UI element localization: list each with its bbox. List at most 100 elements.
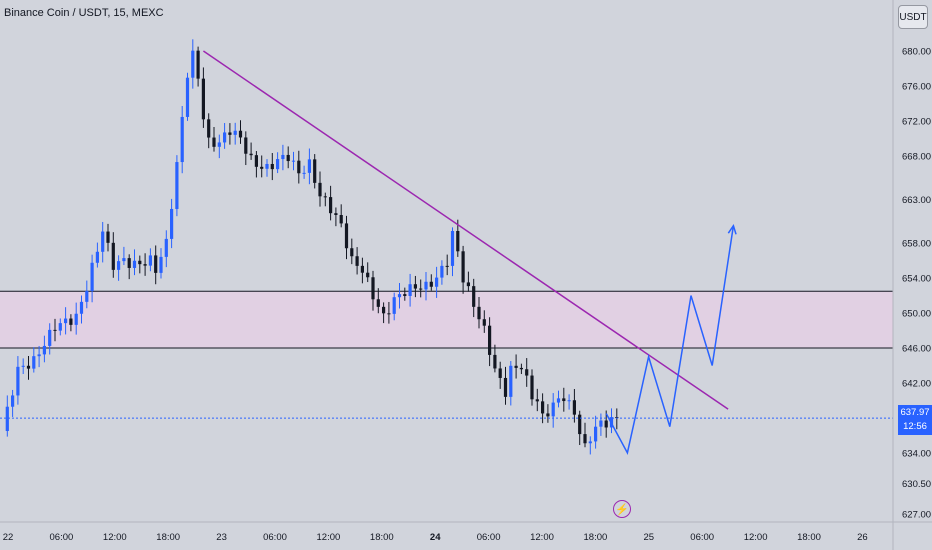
candle — [413, 275, 417, 298]
candle — [223, 123, 227, 149]
time-tick-label: 23 — [216, 532, 227, 543]
candle-body — [228, 132, 232, 135]
candle — [493, 344, 497, 373]
candle — [551, 393, 555, 428]
candle — [382, 302, 386, 324]
candle — [191, 39, 195, 89]
projection-path[interactable] — [605, 225, 735, 455]
price-tick-label: 668.00 — [902, 151, 931, 162]
candle-body — [180, 116, 184, 163]
candle-body — [223, 132, 227, 143]
candle-body — [329, 197, 333, 214]
candle — [79, 295, 84, 324]
candle-body — [265, 163, 269, 169]
candle-body — [117, 261, 121, 270]
projection-arrowhead — [727, 224, 737, 235]
candle — [276, 152, 280, 174]
candle-body — [32, 356, 36, 369]
currency-button[interactable]: USDT — [898, 5, 928, 29]
candle-body — [270, 163, 274, 170]
candles-layer — [5, 39, 619, 455]
candle — [175, 155, 179, 217]
candle-body — [530, 375, 534, 400]
candle — [180, 105, 184, 174]
candle — [429, 274, 433, 291]
candle — [424, 272, 428, 301]
candle — [32, 347, 36, 373]
candle — [440, 260, 444, 285]
candle — [339, 204, 343, 228]
candle-body — [567, 400, 571, 402]
candle — [154, 245, 158, 285]
candle-body — [53, 329, 57, 331]
lightning-icon[interactable]: ⚡ — [613, 500, 631, 518]
candle — [291, 151, 296, 171]
time-tick-label: 25 — [644, 532, 655, 543]
candle — [132, 249, 137, 276]
trend-line[interactable] — [202, 50, 729, 410]
candle-body — [201, 78, 205, 120]
candle-body — [599, 420, 603, 427]
time-tick-label: 12:00 — [103, 532, 127, 543]
candle — [159, 248, 163, 279]
candle-body — [101, 231, 105, 252]
candle-body — [37, 354, 41, 357]
candle — [21, 358, 25, 375]
candle-body — [5, 406, 9, 432]
time-tick-label: 06:00 — [50, 532, 74, 543]
candle-body — [154, 255, 158, 273]
candle-body — [111, 242, 115, 270]
candle — [556, 390, 561, 408]
candle — [323, 192, 327, 207]
candle-body — [260, 166, 264, 169]
candle — [344, 215, 349, 260]
candle-body — [413, 284, 417, 289]
candle-body — [291, 160, 296, 162]
candle — [286, 146, 290, 169]
candle-body — [615, 417, 619, 419]
candle-body — [74, 313, 78, 325]
price-tick-label: 654.00 — [902, 274, 931, 285]
candle-body — [572, 400, 576, 415]
candle — [26, 356, 31, 380]
candle-body — [64, 318, 68, 324]
candle — [514, 354, 518, 379]
time-tick-label: 18:00 — [584, 532, 608, 543]
time-axis[interactable]: 22 06:00 12:00 18:00 23 06:00 12:00 18:00 24 06:0… — [3, 532, 868, 543]
candle-body — [244, 137, 248, 154]
candle-body — [604, 420, 608, 428]
countdown-timer: 12:56 — [903, 421, 927, 432]
candle — [503, 366, 508, 405]
candle-body — [233, 130, 237, 135]
candle — [117, 255, 121, 281]
candle-body — [350, 248, 354, 257]
candle — [58, 318, 62, 336]
candle — [397, 283, 402, 309]
candle — [371, 270, 375, 311]
candle — [329, 185, 333, 221]
candle — [360, 257, 364, 284]
candle — [578, 410, 582, 446]
candle-body — [26, 365, 31, 369]
resistance-zone — [0, 291, 893, 349]
candle — [302, 165, 306, 179]
candle-body — [276, 159, 280, 170]
price-axis[interactable]: 680.00 676.00 672.00 668.00 663.00 658.00 654.… — [902, 47, 931, 521]
candle — [588, 436, 592, 455]
candle-body — [297, 160, 301, 174]
candle-body — [132, 260, 137, 268]
candle — [164, 230, 168, 268]
last-price-label: 637.97 12:56 — [898, 405, 932, 435]
candle-body — [541, 401, 545, 414]
candle-body — [191, 50, 195, 78]
candle — [572, 389, 576, 423]
candle — [419, 279, 423, 298]
candle-body — [212, 137, 216, 147]
time-tick-label: 06:00 — [690, 532, 714, 543]
time-tick-label: 12:00 — [530, 532, 554, 543]
candle-body — [562, 398, 566, 402]
time-tick-label: 24 — [430, 532, 441, 543]
candle-body — [450, 230, 455, 266]
